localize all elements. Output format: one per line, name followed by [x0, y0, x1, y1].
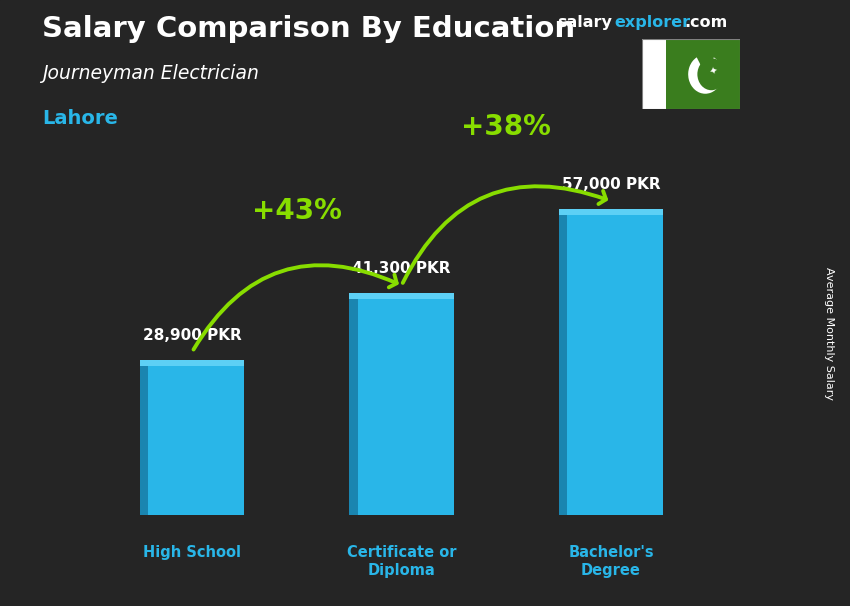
Text: Salary Comparison By Education: Salary Comparison By Education: [42, 15, 575, 43]
Text: Certificate or
Diploma: Certificate or Diploma: [347, 545, 456, 578]
Bar: [558, 209, 567, 515]
Circle shape: [697, 58, 725, 90]
Bar: [139, 360, 245, 515]
Bar: [349, 293, 454, 515]
Text: 57,000 PKR: 57,000 PKR: [562, 177, 660, 192]
Bar: [558, 209, 663, 515]
Bar: [666, 39, 740, 109]
Text: +38%: +38%: [462, 113, 551, 141]
Wedge shape: [688, 58, 722, 94]
Text: Journeyman Electrician: Journeyman Electrician: [42, 64, 259, 82]
Text: salary: salary: [557, 15, 612, 30]
Text: Bachelor's
Degree: Bachelor's Degree: [568, 545, 654, 578]
Text: .com: .com: [684, 15, 728, 30]
Bar: [558, 209, 663, 215]
Text: +43%: +43%: [252, 198, 342, 225]
Bar: [139, 360, 148, 515]
Bar: [349, 293, 358, 515]
Text: 41,300 PKR: 41,300 PKR: [352, 261, 450, 276]
Text: explorer: explorer: [615, 15, 691, 30]
Text: ✦: ✦: [709, 65, 719, 78]
Text: High School: High School: [143, 545, 241, 561]
Text: 28,900 PKR: 28,900 PKR: [143, 328, 241, 343]
Bar: [642, 39, 666, 109]
Text: Lahore: Lahore: [42, 109, 118, 128]
Bar: [349, 293, 454, 299]
Bar: [139, 360, 245, 365]
Text: Average Monthly Salary: Average Monthly Salary: [824, 267, 834, 400]
